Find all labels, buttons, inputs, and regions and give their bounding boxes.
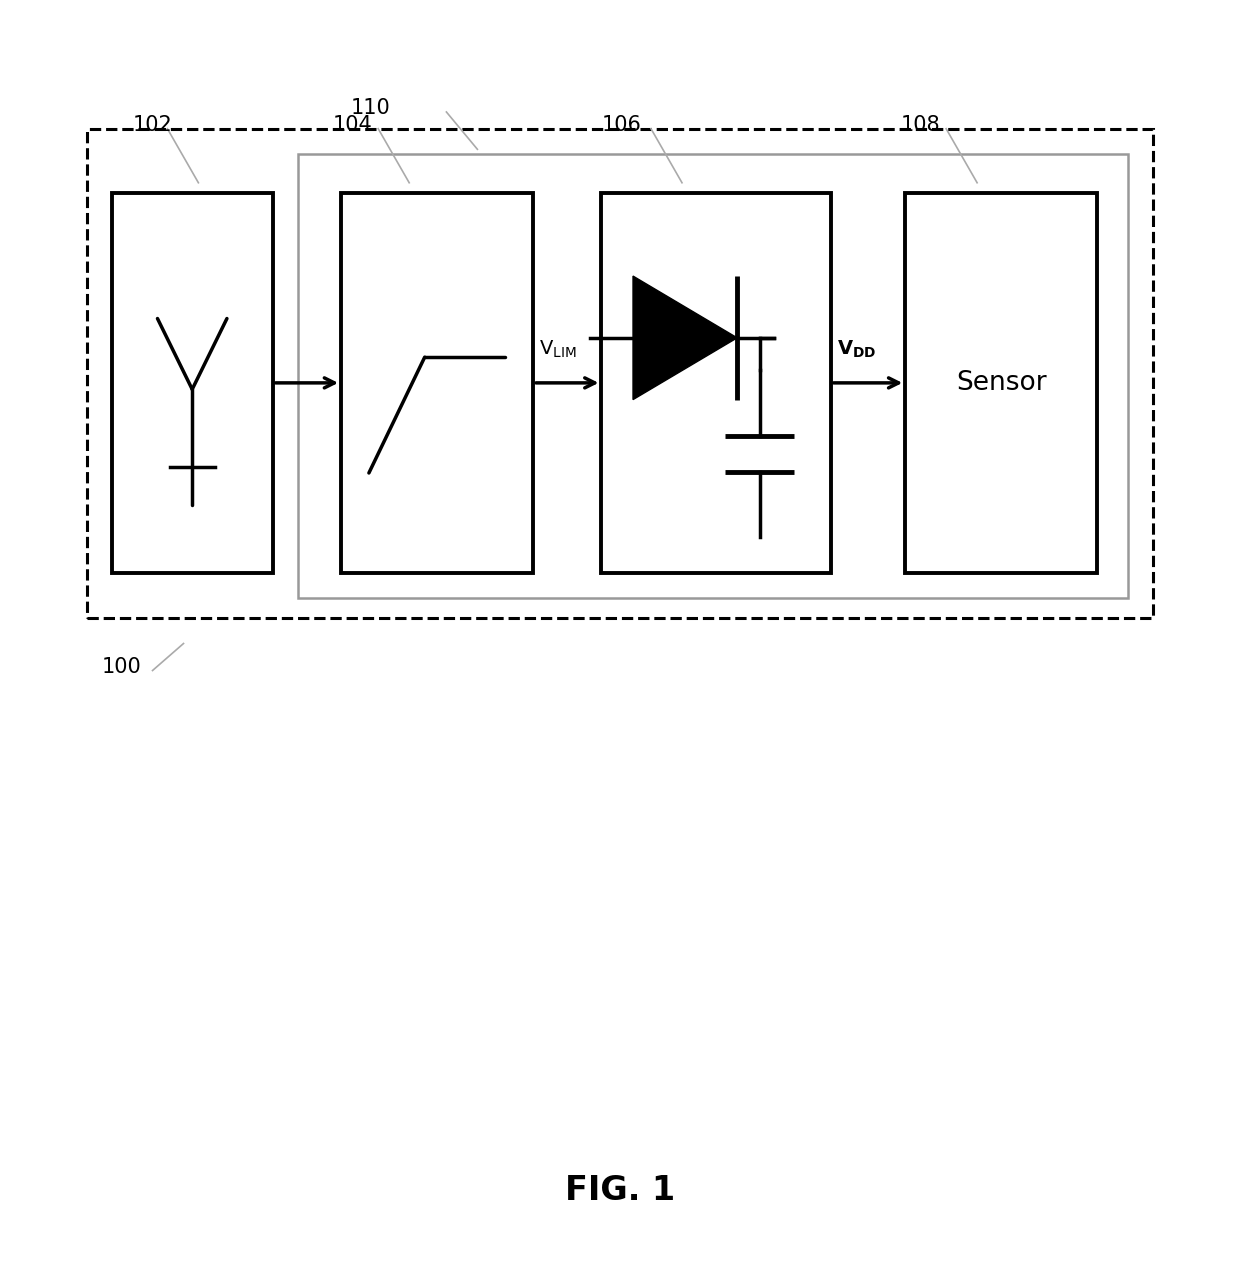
Text: Sensor: Sensor bbox=[956, 369, 1047, 396]
Polygon shape bbox=[632, 275, 737, 399]
Text: 106: 106 bbox=[601, 115, 641, 135]
Text: 102: 102 bbox=[133, 115, 172, 135]
Bar bbox=[341, 193, 533, 573]
Bar bbox=[112, 193, 273, 573]
Bar bbox=[601, 193, 831, 573]
Text: FIG. 1: FIG. 1 bbox=[565, 1174, 675, 1207]
Text: 100: 100 bbox=[102, 656, 141, 677]
Bar bbox=[905, 193, 1097, 573]
Text: 110: 110 bbox=[351, 98, 391, 118]
Bar bbox=[87, 129, 1153, 618]
Text: 108: 108 bbox=[900, 115, 940, 135]
Text: $\mathregular{V_{LIM}}$: $\mathregular{V_{LIM}}$ bbox=[539, 338, 577, 359]
Bar bbox=[298, 154, 1128, 598]
Text: 104: 104 bbox=[332, 115, 372, 135]
Text: $\mathbf{V_{DD}}$: $\mathbf{V_{DD}}$ bbox=[837, 338, 877, 359]
